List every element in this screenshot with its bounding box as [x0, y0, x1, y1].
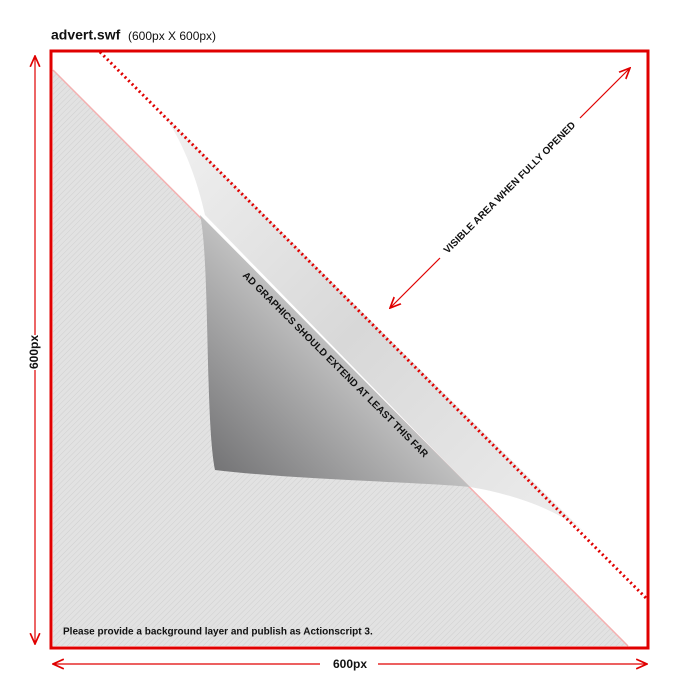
- curl-dark: [200, 215, 470, 487]
- visible-arrow: [579, 68, 630, 119]
- visible-area-label: VISIBLE AREA WHEN FULLY OPENED: [442, 120, 578, 256]
- fold-line: [98, 50, 648, 600]
- height-label: 600px: [27, 335, 41, 369]
- width-label: 600px: [333, 657, 367, 671]
- filename: advert.swf: [51, 27, 121, 43]
- ad-frame: [49, 49, 650, 650]
- footer-note: Please provide a background layer and pu…: [63, 627, 373, 638]
- visible-arrow: [390, 257, 441, 308]
- size-label: (600px X 600px): [128, 29, 216, 43]
